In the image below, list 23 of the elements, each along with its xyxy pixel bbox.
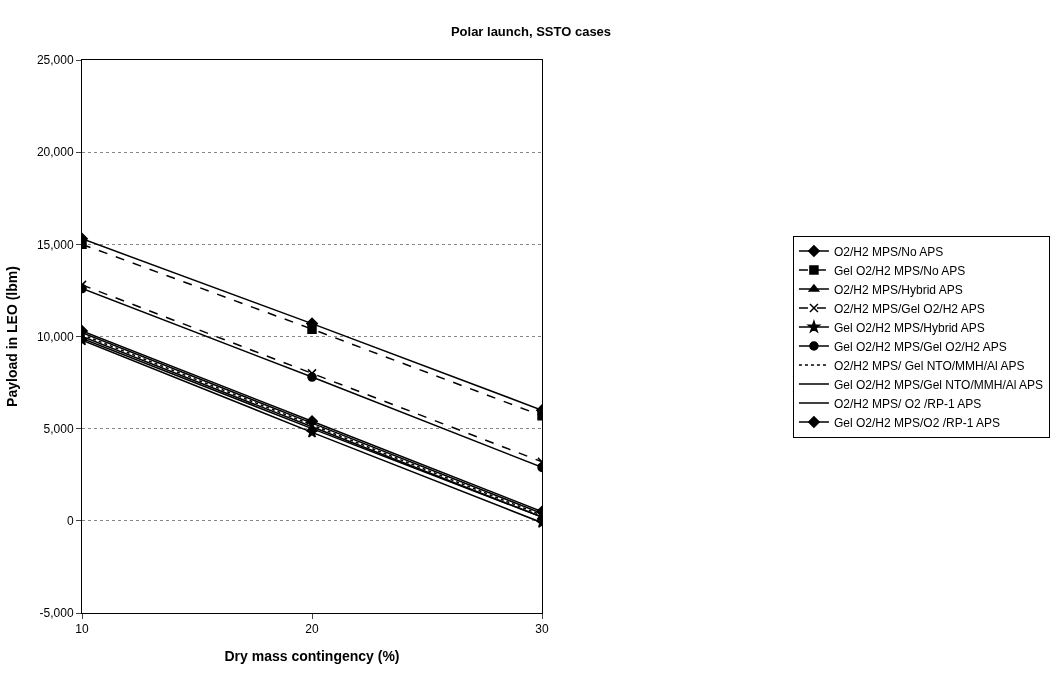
legend-label: Gel O2/H2 MPS/Gel NTO/MMH/Al APS: [833, 377, 1044, 392]
y-tick-label: 25,000: [36, 53, 74, 68]
legend-label: Gel O2/H2 MPS/Hybrid APS: [833, 320, 985, 335]
legend-label: O2/H2 MPS/ O2 /RP-1 APS: [833, 396, 982, 411]
x-tick-label: 20: [305, 622, 319, 637]
x-tick-label: 10: [75, 622, 89, 637]
y-axis-title: Payload in LEO (lbm): [4, 266, 21, 407]
y-tick-label: -5,000: [39, 606, 74, 621]
legend-label: Gel O2/H2 MPS/O2 /RP-1 APS: [833, 415, 1000, 430]
x-tick-label: 30: [535, 622, 550, 637]
legend-label: O2/H2 MPS/Hybrid APS: [833, 282, 963, 297]
legend-label: Gel O2/H2 MPS/No APS: [833, 263, 966, 278]
y-tick-label: 10,000: [36, 329, 74, 344]
chart-title: Polar launch, SSTO cases: [450, 24, 612, 40]
legend-label: O2/H2 MPS/Gel O2/H2 APS: [833, 301, 985, 316]
legend-label: O2/H2 MPS/No APS: [833, 244, 944, 259]
legend-label: Gel O2/H2 MPS/Gel O2/H2 APS: [833, 339, 1007, 354]
x-axis-title: Dry mass contingency (%): [224, 647, 400, 664]
y-tick-label: 0: [66, 514, 74, 529]
y-tick-label: 5,000: [43, 421, 74, 436]
legend-label: O2/H2 MPS/ Gel NTO/MMH/Al APS: [833, 358, 1025, 373]
y-tick-label: 15,000: [36, 237, 74, 252]
y-tick-label: 20,000: [36, 145, 74, 160]
